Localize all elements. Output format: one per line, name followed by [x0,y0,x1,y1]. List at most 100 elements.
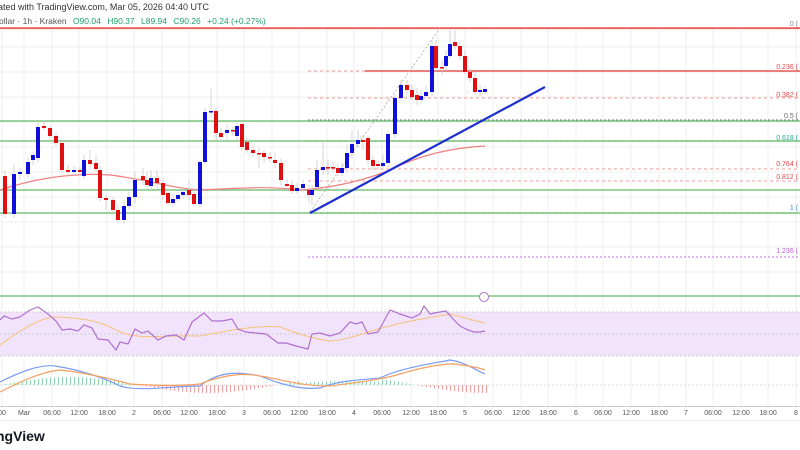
bearish-candle[interactable] [245,142,249,150]
bearish-candle[interactable] [290,185,294,191]
time-axis[interactable]: 00 Mar 06:00 12:00 18:00 2 06:00 12:00 18:00 3 06:… [0,408,800,422]
bearish-candle[interactable] [251,150,255,153]
macd-histogram-bar [26,380,27,385]
bullish-candle[interactable] [381,163,385,166]
bullish-candle[interactable] [483,89,487,92]
bearish-candle[interactable] [98,170,102,198]
bullish-candle[interactable] [356,140,360,144]
bullish-candle[interactable] [393,98,397,134]
bullish-candle[interactable] [82,160,86,176]
bullish-candle[interactable] [345,153,349,168]
bearish-candle[interactable] [405,85,409,90]
bearish-candle[interactable] [3,176,7,214]
bullish-candle[interactable] [444,56,448,66]
bearish-candle[interactable] [453,42,457,46]
macd-histogram-bar [486,385,487,393]
bearish-candle[interactable] [187,190,191,195]
bearish-candle[interactable] [54,136,58,143]
bearish-candle[interactable] [410,90,414,97]
bullish-candle[interactable] [295,188,299,191]
bearish-candle[interactable] [161,183,165,195]
bearish-candle[interactable] [48,128,52,136]
bullish-candle[interactable] [181,192,185,195]
bullish-candle[interactable] [203,112,207,162]
bullish-candle[interactable] [478,90,482,92]
bullish-candle[interactable] [350,144,354,153]
bearish-candle[interactable] [326,167,330,169]
bullish-candle[interactable] [386,134,390,163]
bearish-candle[interactable] [166,193,170,203]
bearish-candle[interactable] [145,180,149,185]
bearish-candle[interactable] [78,170,82,172]
bearish-candle[interactable] [111,200,115,210]
bearish-candle[interactable] [440,67,444,69]
bearish-candle[interactable] [376,164,380,166]
bearish-candle[interactable] [155,178,159,183]
bearish-candle[interactable] [336,168,340,173]
bullish-candle[interactable] [171,199,175,203]
bearish-candle[interactable] [66,170,70,172]
bearish-candle[interactable] [88,160,92,164]
bearish-candle[interactable] [192,194,196,204]
bearish-candle[interactable] [415,95,419,100]
bearish-candle[interactable] [279,163,283,180]
bullish-candle[interactable] [72,170,76,172]
bullish-candle[interactable] [321,167,325,170]
time-tick-label: 06:00 [704,410,722,417]
bullish-trendline[interactable] [309,86,546,214]
bullish-candle[interactable] [127,197,131,206]
bullish-candle[interactable] [225,130,229,133]
bearish-candle[interactable] [268,157,272,159]
bullish-candle[interactable] [133,180,137,197]
bullish-candle[interactable] [430,46,434,92]
bearish-candle[interactable] [366,138,370,160]
bearish-candle[interactable] [273,160,277,163]
bearish-candle[interactable] [463,56,467,72]
bullish-candle[interactable] [176,195,180,199]
bearish-candle[interactable] [468,72,472,78]
macd-histogram-bar [58,377,59,385]
bullish-candle[interactable] [315,170,319,187]
bearish-candle[interactable] [104,198,108,200]
bullish-candle[interactable] [198,162,202,204]
bullish-candle[interactable] [31,155,35,160]
bullish-candle[interactable] [301,184,305,188]
bullish-candle[interactable] [399,85,403,98]
bullish-candle[interactable] [26,162,30,174]
bullish-candle[interactable] [340,168,344,173]
bullish-candle[interactable] [448,44,452,56]
bearish-candle[interactable] [285,184,289,186]
bearish-candle[interactable] [42,126,46,128]
bullish-candle[interactable] [310,190,314,195]
bearish-candle[interactable] [141,176,145,180]
bullish-candle[interactable] [122,206,126,220]
bullish-candle[interactable] [36,127,40,158]
bearish-candle[interactable] [473,78,477,92]
bearish-candle[interactable] [331,167,335,169]
bearish-candle[interactable] [262,153,266,157]
bullish-candle[interactable] [419,96,423,100]
bearish-candle[interactable] [257,153,261,155]
bearish-candle[interactable] [214,111,218,133]
alert-icon[interactable] [479,292,489,302]
bearish-candle[interactable] [458,46,462,56]
bearish-candle[interactable] [219,133,223,137]
bearish-candle[interactable] [371,160,375,166]
bearish-candle[interactable] [94,163,98,169]
bullish-candle[interactable] [235,126,239,136]
bullish-candle[interactable] [149,178,153,186]
bullish-candle[interactable] [12,174,16,214]
bullish-candle[interactable] [424,92,428,96]
bullish-candle[interactable] [209,111,213,113]
macd-histogram-bar [226,385,227,393]
bearish-candle[interactable] [116,210,120,220]
bearish-candle[interactable] [60,143,64,170]
bearish-candle[interactable] [231,130,235,132]
macd-histogram-bar [450,385,451,391]
bearish-candle[interactable] [240,124,244,147]
bearish-candle[interactable] [307,190,311,195]
bearish-candle[interactable] [434,46,438,68]
bullish-candle[interactable] [18,172,22,174]
bearish-candle[interactable] [361,140,365,142]
